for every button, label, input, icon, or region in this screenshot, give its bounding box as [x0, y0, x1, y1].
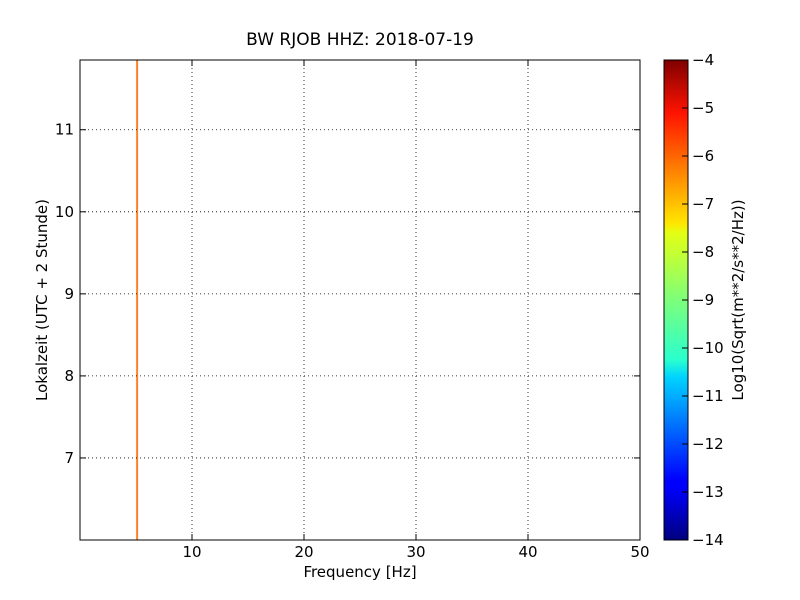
y-axis-ticks: 7 8 9 10 11: [55, 121, 640, 467]
grid-lines: [80, 60, 640, 540]
colorbar-tick-label: −5: [692, 99, 714, 117]
plot-frame: [79, 59, 641, 541]
y-axis-label: Lokalzeit (UTC + 2 Stunde): [33, 199, 51, 401]
colorbar-tick-label: −9: [692, 291, 714, 309]
x-tick-label: 10: [182, 543, 201, 561]
colorbar-tick-label: −12: [692, 435, 724, 453]
colorbar-ticks: −4 −5 −6 −7 −8 −9 −10 −11 −12 −13 −14: [682, 51, 724, 549]
x-axis-label: Frequency [Hz]: [303, 563, 416, 581]
y-tick-label: 7: [64, 449, 74, 467]
x-tick-label: 50: [630, 543, 649, 561]
y-tick-label: 10: [55, 203, 74, 221]
x-axis-ticks: 10 20 30 40 50: [182, 60, 650, 561]
colorbar-tick-label: −7: [692, 195, 714, 213]
colorbar-label: Log10(Sqrt(m**2/s**2/Hz)): [729, 199, 747, 400]
x-tick-label: 40: [518, 543, 537, 561]
y-tick-label: 9: [64, 285, 74, 303]
colorbar-tick-label: −6: [692, 147, 714, 165]
x-tick-label: 30: [406, 543, 425, 561]
colorbar-tick-label: −10: [692, 339, 724, 357]
colorbar-tick-label: −11: [692, 387, 724, 405]
y-tick-label: 8: [64, 367, 74, 385]
colorbar-tick-label: −13: [692, 483, 724, 501]
chart-title: BW RJOB HHZ: 2018-07-19: [246, 30, 474, 50]
colorbar-tick-label: −8: [692, 243, 714, 261]
y-tick-label: 11: [55, 121, 74, 139]
colorbar-tick-label: −4: [692, 51, 714, 69]
colorbar-tick-label: −14: [692, 531, 724, 549]
x-tick-label: 20: [294, 543, 313, 561]
